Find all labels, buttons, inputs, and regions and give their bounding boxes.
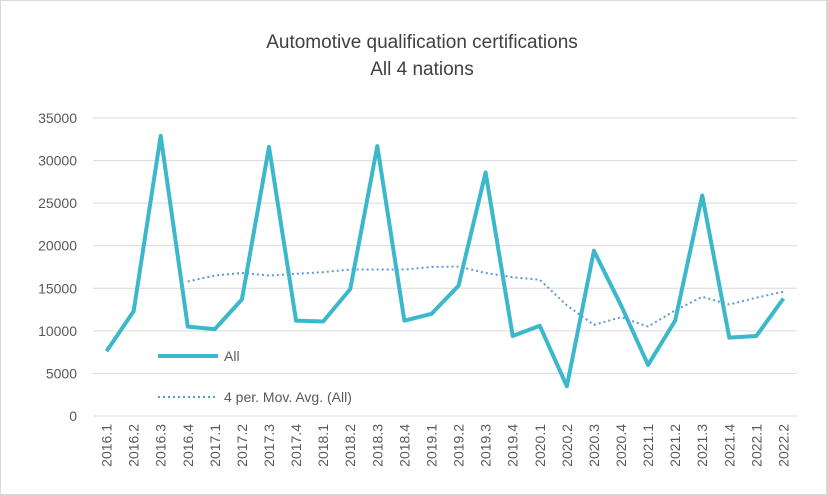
x-tick-label: 2017.4 [288,424,304,467]
x-tick-label: 2020.2 [559,424,575,467]
y-tick-label: 25000 [38,195,77,211]
y-tick-label: 5000 [46,365,77,381]
x-tick-label: 2019.1 [423,424,439,467]
y-tick-label: 35000 [38,110,77,126]
x-tick-label: 2016.4 [180,424,196,467]
x-tick-label: 2020.1 [532,424,548,467]
x-tick-label: 2016.3 [153,424,169,467]
x-tick-label: 2017.3 [261,424,277,467]
legend-label: 4 per. Mov. Avg. (All) [224,389,352,405]
x-tick-label: 2021.3 [694,424,710,467]
x-tick-label: 2020.4 [613,424,629,467]
x-tick-label: 2017.1 [207,424,223,467]
y-tick-label: 30000 [38,153,77,169]
x-tick-label: 2018.1 [315,424,331,467]
x-tick-label: 2020.3 [586,424,602,467]
x-tick-label: 2021.1 [640,424,656,467]
x-tick-label: 2022.1 [748,424,764,467]
y-tick-label: 15000 [38,280,77,296]
x-tick-label: 2016.2 [126,424,142,467]
x-tick-label: 2022.2 [775,424,791,467]
y-tick-label: 20000 [38,238,77,254]
chart-title: Automotive qualification certifications [266,32,578,53]
y-tick-label: 10000 [38,323,77,339]
x-tick-label: 2018.2 [342,424,358,467]
chart-subtitle: All 4 nations [370,59,474,80]
x-tick-label: 2021.4 [721,424,737,467]
x-tick-label: 2018.3 [369,424,385,467]
x-tick-label: 2019.4 [505,424,521,467]
y-tick-label: 0 [69,408,77,424]
x-tick-label: 2021.2 [667,424,683,467]
x-tick-label: 2019.3 [478,424,494,467]
x-tick-label: 2016.1 [99,424,115,467]
series-line [104,133,786,389]
series-line [187,265,784,328]
legend-label: All [224,348,240,364]
x-tick-label: 2018.4 [396,424,412,467]
x-tick-label: 2019.2 [451,424,467,467]
x-tick-label: 2017.2 [234,424,250,467]
